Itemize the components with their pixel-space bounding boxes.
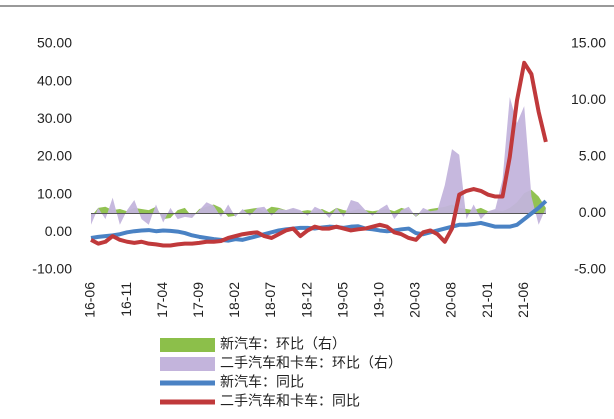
legend-label: 二手汽车和卡车：环比（右）	[220, 355, 402, 371]
area	[91, 97, 546, 225]
y-tick-label: 40.00	[37, 72, 72, 88]
legend-label: 新汽车：环比（右）	[220, 336, 346, 352]
y2-tick-label: 0.00	[579, 204, 606, 220]
legend-label: 新汽车：同比	[220, 374, 304, 390]
y2-tick-label: 15.00	[571, 35, 606, 51]
y-tick-label: 20.00	[37, 148, 72, 164]
x-tick-label: 17-09	[190, 282, 206, 318]
y-tick-label: 50.00	[37, 35, 72, 51]
legend-swatch	[160, 338, 215, 352]
y-tick-label: 30.00	[37, 110, 72, 126]
x-tick-label: 20-03	[407, 282, 423, 318]
y2-tick-label: -5.00	[574, 261, 606, 277]
x-tick-label: 21-06	[515, 282, 531, 318]
x-tick-label: 19-10	[371, 282, 387, 318]
x-tick-label: 19-05	[334, 282, 350, 318]
x-tick-label: 16-11	[118, 282, 134, 317]
area	[91, 189, 546, 220]
line	[90, 199, 548, 243]
legend-label: 二手汽车和卡车：同比	[220, 393, 360, 409]
x-tick-label: 20-08	[443, 282, 459, 318]
y2-tick-label: 5.00	[579, 148, 606, 164]
x-tick-label: 18-07	[262, 282, 278, 318]
y-tick-label: -10.00	[32, 261, 72, 277]
x-tick-label: 21-01	[479, 282, 495, 318]
x-tick-label: 17-04	[154, 282, 170, 318]
x-tick-label: 18-02	[226, 282, 242, 318]
y-tick-label: 0.00	[45, 223, 72, 239]
y-tick-label: 10.00	[37, 185, 72, 201]
x-tick-label: 18-12	[298, 282, 314, 318]
y2-tick-label: 10.00	[571, 91, 606, 107]
legend-swatch	[160, 357, 215, 371]
line	[90, 60, 548, 248]
x-tick-label: 16-06	[82, 282, 98, 318]
